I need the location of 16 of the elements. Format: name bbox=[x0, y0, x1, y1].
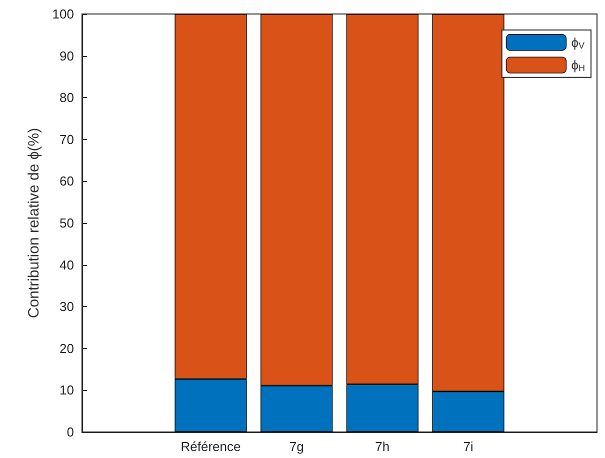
y-tick-label: 60 bbox=[60, 174, 74, 189]
x-tick-label: 7h bbox=[375, 439, 390, 454]
y-tick-label: 80 bbox=[60, 90, 74, 106]
y-tick-label: 10 bbox=[60, 382, 74, 398]
y-tick-label: 100 bbox=[52, 6, 74, 22]
x-tick-label: Référence bbox=[180, 439, 241, 454]
y-tick-label: 70 bbox=[60, 132, 74, 147]
y-tick-label: 40 bbox=[60, 257, 74, 272]
y-tick-label: 90 bbox=[60, 48, 74, 64]
y-tick-label: 20 bbox=[60, 340, 74, 356]
y-tick-label: 0 bbox=[66, 424, 74, 440]
y-axis-title: Contribution relative de ϕ(%) bbox=[25, 128, 42, 318]
y-tick-label: 30 bbox=[60, 299, 74, 314]
y-tick-label: 50 bbox=[60, 216, 74, 230]
x-tick-label: 7i bbox=[463, 439, 474, 454]
x-tick-label: 7g bbox=[289, 439, 304, 454]
